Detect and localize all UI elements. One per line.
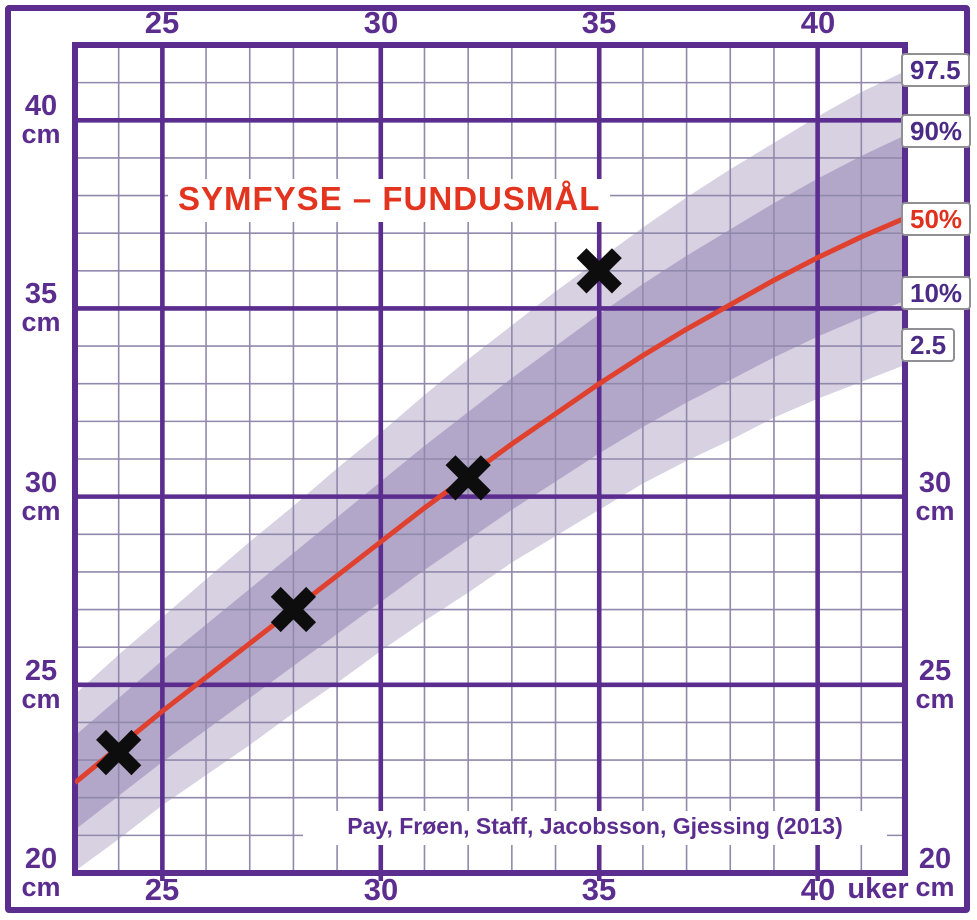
y-value: 40 bbox=[24, 90, 58, 122]
x-axis-top-label-35: 35 bbox=[581, 5, 617, 40]
y-axis-left-label-35cm: 35 cm bbox=[10, 278, 72, 337]
median-50-line bbox=[75, 215, 905, 785]
x-axis-bottom-label-35: 35 bbox=[581, 872, 617, 907]
y-unit: cm bbox=[21, 496, 61, 526]
y-unit: cm bbox=[915, 872, 955, 902]
data-point-marker bbox=[96, 729, 142, 776]
y-unit: cm bbox=[915, 684, 955, 714]
x-axis-top-label-30: 30 bbox=[363, 5, 399, 40]
data-point-marker bbox=[576, 248, 622, 294]
chart-title: SYMFYSE – FUNDUSMÅL bbox=[168, 179, 611, 222]
y-value: 25 bbox=[918, 655, 952, 687]
y-value: 20 bbox=[24, 843, 58, 875]
x-axis-bottom-label-40: 40 bbox=[800, 872, 836, 907]
y-unit: cm bbox=[915, 496, 955, 526]
data-point-marker bbox=[445, 455, 491, 501]
citation-text: Pay, Frøen, Staff, Jacobsson, Gjessing (… bbox=[303, 811, 887, 845]
data-point-marker bbox=[270, 586, 317, 633]
percentile-label-97-5: 97.5 bbox=[901, 53, 970, 87]
data-point-markers bbox=[96, 248, 622, 776]
y-axis-right-label-20cm: 20 cm bbox=[904, 843, 966, 902]
percentile-label-10: 10% bbox=[901, 276, 972, 310]
y-value: 25 bbox=[24, 655, 58, 687]
y-axis-left-label-25cm: 25 cm bbox=[10, 655, 72, 714]
y-axis-right-label-30cm: 30 cm bbox=[904, 467, 966, 526]
x-axis-top-label-40: 40 bbox=[800, 5, 836, 40]
y-unit: cm bbox=[21, 684, 61, 714]
plot-border bbox=[72, 42, 908, 876]
y-value: 20 bbox=[918, 843, 952, 875]
percentile-band-inner bbox=[75, 135, 905, 830]
y-unit: cm bbox=[21, 119, 61, 149]
x-axis-bottom-label-25: 25 bbox=[144, 872, 180, 907]
y-axis-right-label-25cm: 25 cm bbox=[904, 655, 966, 714]
percentile-label-90: 90% bbox=[901, 114, 972, 148]
grid-major bbox=[75, 45, 905, 881]
y-axis-left-label-40cm: 40 cm bbox=[10, 90, 72, 149]
y-unit: cm bbox=[21, 307, 61, 337]
y-value: 35 bbox=[24, 278, 58, 310]
marker-bar bbox=[96, 729, 142, 776]
y-axis-left-label-20cm: 20 cm bbox=[10, 843, 72, 902]
marker-bar bbox=[270, 586, 317, 633]
marker-bar bbox=[445, 455, 491, 501]
marker-bar bbox=[576, 248, 622, 294]
y-axis-left-label-30cm: 30 cm bbox=[10, 467, 72, 526]
x-axis-top-label-25: 25 bbox=[144, 5, 180, 40]
y-value: 30 bbox=[24, 467, 58, 499]
y-value: 30 bbox=[918, 467, 952, 499]
y-unit: cm bbox=[21, 872, 61, 902]
percentile-label-50: 50% bbox=[901, 202, 972, 236]
percentile-label-2-5: 2.5 bbox=[901, 328, 956, 362]
x-axis-bottom-label-30: 30 bbox=[363, 872, 399, 907]
x-axis-unit-label: uker bbox=[847, 873, 909, 905]
